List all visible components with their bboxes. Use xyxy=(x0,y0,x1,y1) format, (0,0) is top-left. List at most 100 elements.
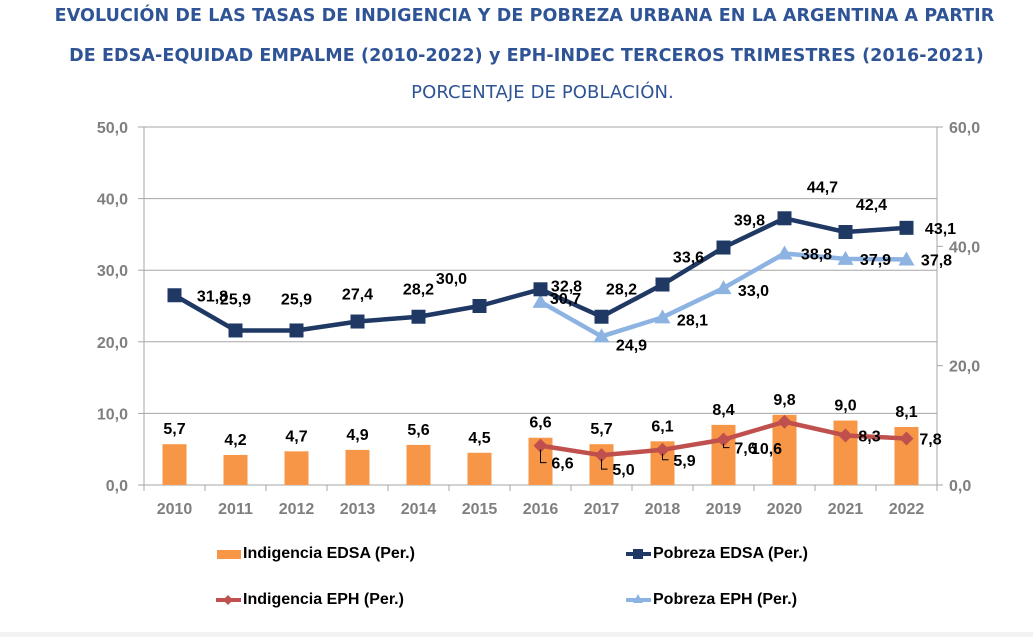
legend-item-indigencia-eph: Indigencia EPH (Per.) xyxy=(215,591,404,609)
line-series-group xyxy=(167,211,915,463)
line-pobreza-eph xyxy=(539,251,907,339)
data-label-indigencia-eph: 6,6 xyxy=(551,456,573,473)
data-label-indigencia-edsa: 4,7 xyxy=(285,428,307,445)
marker-triangle-pobreza-eph xyxy=(593,328,610,343)
axes: 0,0 10,0 20,0 30,0 40,0 50,0 0,0 20,0 40,0 60,0 20… xyxy=(97,120,980,518)
left-axis-tick-label: 0,0 xyxy=(106,478,128,495)
data-label-indigencia-edsa: 5,7 xyxy=(163,421,185,438)
data-label-indigencia-eph: 5,0 xyxy=(612,462,634,479)
bar-swatch-icon xyxy=(215,547,241,561)
x-axis-tick-label: 2016 xyxy=(523,501,559,518)
marker-square-pobreza-edsa xyxy=(411,309,426,324)
x-axis-tick-label: 2022 xyxy=(889,501,925,518)
legend-item-pobreza-edsa: Pobreza EDSA (Per.) xyxy=(625,545,808,563)
legend-label: Indigencia EDSA (Per.) xyxy=(243,545,415,562)
marker-square-pobreza-edsa xyxy=(777,211,792,226)
data-label-indigencia-edsa: 8,1 xyxy=(895,404,917,421)
data-label-indigencia-edsa: 4,9 xyxy=(346,427,368,444)
chart-canvas: 0,0 10,0 20,0 30,0 40,0 50,0 0,0 20,0 40,0 60,0 20… xyxy=(97,120,980,518)
marker-square-pobreza-edsa xyxy=(655,277,670,292)
left-axis-tick-label: 30,0 xyxy=(97,263,128,280)
data-label-pobreza-edsa: 44,7 xyxy=(807,179,838,196)
data-label-pobreza-eph: 37,9 xyxy=(860,252,891,269)
bar-indigencia-edsa xyxy=(162,444,187,485)
data-label-pobreza-eph: 38,8 xyxy=(801,246,832,263)
data-label-pobreza-edsa: 33,6 xyxy=(673,250,704,267)
marker-triangle-pobreza-eph xyxy=(654,309,671,324)
marker-square-pobreza-edsa xyxy=(228,323,243,338)
data-label-indigencia-edsa: 9,0 xyxy=(834,398,856,415)
marker-triangle-pobreza-eph xyxy=(532,293,549,308)
data-label-indigencia-edsa: 8,4 xyxy=(712,402,734,419)
data-label-indigencia-eph: 10,6 xyxy=(751,441,782,458)
data-label-indigencia-eph: 7,8 xyxy=(919,431,941,448)
marker-diamond-indigencia-eph xyxy=(899,431,914,446)
x-axis-tick-label: 2012 xyxy=(279,501,315,518)
x-axis-tick-label: 2013 xyxy=(340,501,376,518)
data-label-indigencia-eph: 5,9 xyxy=(673,453,695,470)
x-axis-tick-label: 2020 xyxy=(767,501,803,518)
leader-line xyxy=(662,453,669,461)
x-axis-tick-label: 2015 xyxy=(462,501,498,518)
left-axis-tick-label: 10,0 xyxy=(97,406,128,423)
marker-square-pobreza-edsa xyxy=(533,282,548,297)
page-bottom-strip xyxy=(0,632,1033,637)
marker-diamond-indigencia-eph xyxy=(594,448,609,463)
x-axis-tick-label: 2014 xyxy=(401,501,437,518)
marker-diamond-indigencia-eph xyxy=(655,442,670,457)
legend-label: Pobreza EDSA (Per.) xyxy=(653,545,809,562)
marker-square-pobreza-edsa xyxy=(594,309,609,324)
data-label-pobreza-eph: 37,8 xyxy=(921,252,952,269)
x-axis-tick-label: 2019 xyxy=(706,501,742,518)
marker-square-pobreza-edsa xyxy=(289,323,304,338)
data-label-pobreza-edsa: 25,9 xyxy=(281,291,312,308)
line-square-marker-icon xyxy=(625,547,651,561)
marker-diamond-indigencia-eph xyxy=(838,428,853,443)
marker-square-pobreza-edsa xyxy=(472,299,487,313)
gridlines xyxy=(144,126,937,414)
left-axis-tick-label: 50,0 xyxy=(97,120,128,137)
x-axis-tick-label: 2018 xyxy=(645,501,681,518)
right-axis-tick-label: 60,0 xyxy=(949,120,980,137)
bar-indigencia-edsa xyxy=(406,444,431,485)
leader-line xyxy=(601,459,608,470)
marker-diamond-indigencia-eph xyxy=(533,438,548,453)
marker-triangle-pobreza-eph xyxy=(837,250,854,265)
marker-square-pobreza-edsa xyxy=(716,240,731,255)
data-label-indigencia-edsa: 5,6 xyxy=(407,422,429,439)
bar-indigencia-edsa xyxy=(345,449,370,485)
legend-label: Pobreza EPH (Per.) xyxy=(653,591,798,608)
right-axis-tick-label: 20,0 xyxy=(949,359,980,376)
data-labels: 5,7 4,2 4,7 4,9 5,6 4,5 6,6 5,7 6,1 8,4 9,8 9,0 8,1 3… xyxy=(163,179,956,479)
data-label-indigencia-eph: 8,3 xyxy=(858,428,880,445)
x-axis-tick-label: 2011 xyxy=(218,501,253,518)
data-label-pobreza-eph: 24,9 xyxy=(616,337,647,354)
data-label-indigencia-edsa: 4,5 xyxy=(468,430,490,447)
data-label-pobreza-edsa: 28,2 xyxy=(606,282,637,299)
marker-square-pobreza-edsa xyxy=(167,288,182,303)
data-label-pobreza-edsa: 27,4 xyxy=(342,287,373,304)
bar-indigencia-edsa xyxy=(467,452,492,485)
data-label-pobreza-edsa: 30,0 xyxy=(436,271,467,288)
data-label-indigencia-eph: 7,6 xyxy=(734,441,756,458)
data-label-pobreza-edsa: 25,9 xyxy=(220,291,251,308)
data-label-indigencia-edsa: 9,8 xyxy=(773,392,795,409)
data-label-indigencia-edsa: 6,1 xyxy=(651,418,673,435)
left-axis-tick-label: 20,0 xyxy=(97,335,128,352)
data-label-pobreza-eph: 33,0 xyxy=(738,283,769,300)
leader-line xyxy=(723,443,730,449)
marker-square-pobreza-edsa xyxy=(838,225,853,240)
data-label-indigencia-edsa: 6,6 xyxy=(529,415,551,432)
marker-triangle-pobreza-eph xyxy=(715,280,732,295)
data-label-pobreza-edsa: 42,4 xyxy=(856,197,887,214)
marker-diamond-indigencia-eph xyxy=(777,414,792,429)
chart-title-line-1: EVOLUCIÓN DE LAS TASAS DE INDIGENCIA Y D… xyxy=(54,6,995,26)
legend-item-pobreza-eph: Pobreza EPH (Per.) xyxy=(625,591,797,609)
marker-triangle-pobreza-eph xyxy=(776,245,793,260)
marker-triangle-pobreza-eph xyxy=(898,251,915,266)
data-label-indigencia-edsa: 5,7 xyxy=(590,421,612,438)
marker-square-pobreza-edsa xyxy=(350,314,365,329)
x-axis-tick-label: 2010 xyxy=(157,501,193,518)
leader-line xyxy=(540,449,547,464)
right-axis-tick-label: 40,0 xyxy=(949,239,980,256)
